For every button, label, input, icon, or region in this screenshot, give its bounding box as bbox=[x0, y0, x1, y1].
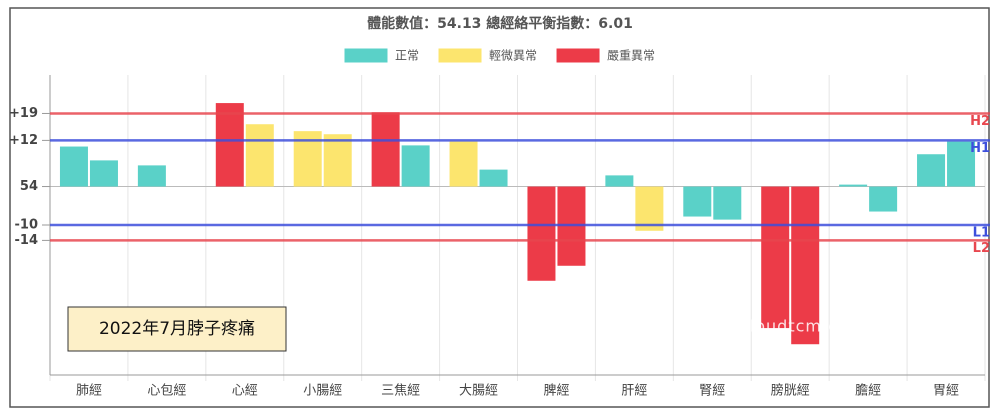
chart-title: 體能數值：54.13 總經絡平衡指數：6.01 bbox=[367, 15, 633, 32]
x-tick-label: 腎經 bbox=[699, 384, 725, 399]
reference-label: H1 bbox=[970, 141, 990, 156]
bar bbox=[683, 186, 712, 217]
legend-swatch bbox=[438, 48, 482, 63]
legend-label: 輕微異常 bbox=[489, 49, 537, 63]
legend-label: 嚴重異常 bbox=[607, 49, 655, 63]
reference-label: L1 bbox=[973, 226, 990, 241]
bar bbox=[917, 154, 946, 187]
x-tick-label: 膀胱經 bbox=[771, 383, 810, 399]
y-tick-label: -10 bbox=[15, 218, 39, 233]
bar bbox=[245, 124, 274, 187]
y-tick-label: +19 bbox=[9, 106, 38, 121]
x-tick-label: 三焦經 bbox=[381, 384, 420, 399]
x-tick-label: 肝經 bbox=[621, 384, 647, 399]
x-tick-label: 胃經 bbox=[933, 384, 959, 399]
bar bbox=[323, 134, 352, 187]
bar bbox=[89, 160, 118, 187]
y-tick-label: +12 bbox=[9, 133, 38, 148]
bar bbox=[839, 184, 868, 187]
legend-swatch bbox=[556, 48, 600, 63]
bar bbox=[215, 103, 244, 187]
legend-swatch bbox=[344, 48, 388, 63]
x-tick-label: 膽經 bbox=[855, 384, 881, 399]
bar bbox=[479, 169, 508, 187]
annotation: 2022年7月脖子疼痛 bbox=[99, 319, 255, 339]
reference-label: H2 bbox=[970, 114, 990, 129]
x-tick-label: 心包經 bbox=[147, 384, 186, 399]
bar bbox=[635, 186, 664, 231]
bar bbox=[947, 141, 976, 187]
bar bbox=[371, 112, 400, 187]
x-tick-label: 小腸經 bbox=[303, 384, 342, 399]
bar bbox=[869, 186, 898, 212]
bar bbox=[713, 186, 742, 220]
watermark: cloudtcm.com bbox=[740, 317, 865, 336]
annotation-box bbox=[67, 306, 287, 352]
y-tick-label: 54 bbox=[20, 179, 38, 194]
bar bbox=[761, 186, 790, 329]
x-tick-label: 脾經 bbox=[543, 384, 569, 399]
y-tick-label: -14 bbox=[15, 233, 39, 248]
bar bbox=[137, 165, 166, 187]
bar bbox=[59, 146, 88, 187]
legend-label: 正常 bbox=[395, 49, 419, 63]
bar bbox=[605, 175, 634, 187]
bar bbox=[527, 186, 556, 281]
bar bbox=[401, 145, 430, 187]
x-tick-label: 大腸經 bbox=[459, 384, 498, 399]
bar bbox=[449, 141, 478, 187]
reference-label: L2 bbox=[973, 241, 990, 256]
x-tick-label: 肺經 bbox=[76, 384, 102, 399]
x-tick-label: 心經 bbox=[232, 384, 258, 399]
bar bbox=[791, 186, 820, 345]
